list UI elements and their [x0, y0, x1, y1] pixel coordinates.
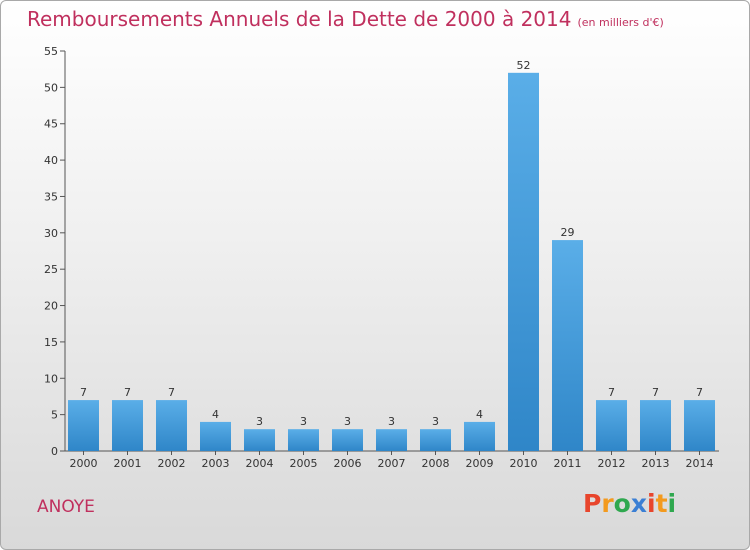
- data-label-2000: 7: [80, 386, 87, 399]
- data-label-2008: 3: [432, 415, 439, 428]
- chart-subtitle: (en milliers d'€): [577, 16, 664, 29]
- y-tick-label: 5: [51, 409, 58, 422]
- data-label-2007: 3: [388, 415, 395, 428]
- bar-2007: [376, 429, 407, 451]
- bar-2009: [464, 421, 495, 451]
- data-label-2003: 4: [212, 408, 219, 421]
- x-tick-label-2006: 2006: [334, 457, 362, 470]
- y-tick-label: 40: [44, 154, 58, 167]
- logo-letter: i: [667, 489, 677, 518]
- x-tick-label-2014: 2014: [686, 457, 714, 470]
- data-label-2010: 52: [517, 59, 531, 72]
- bar-2001: [112, 400, 143, 451]
- x-ticks: 2000 2001 2002 2003 2004 2005 2006 2007 2008 2009…: [70, 451, 714, 470]
- logo-letter: r: [601, 489, 614, 518]
- bars: 7 7 7 4 3 3 3 3 3 4 52 29 7 7 7: [68, 59, 715, 452]
- x-tick-label-2005: 2005: [290, 457, 318, 470]
- proxiti-logo: Proxiti: [583, 489, 676, 518]
- y-ticks: 0 5 10 15 20 25 30 35 40 45 50 55: [44, 45, 65, 458]
- y-tick-label: 45: [44, 118, 58, 131]
- data-label-2011: 29: [561, 226, 575, 239]
- x-tick-label-2013: 2013: [642, 457, 670, 470]
- x-tick-label-2001: 2001: [114, 457, 142, 470]
- data-label-2002: 7: [168, 386, 175, 399]
- bar-2010: [508, 72, 539, 452]
- bar-2005: [288, 429, 319, 451]
- logo-letter: i: [647, 489, 656, 518]
- data-label-2004: 3: [256, 415, 263, 428]
- logo-letter: o: [613, 489, 631, 518]
- bar-2012: [596, 400, 627, 451]
- data-label-2006: 3: [344, 415, 351, 428]
- data-label-2014: 7: [696, 386, 703, 399]
- x-tick-label-2010: 2010: [510, 457, 538, 470]
- data-label-2005: 3: [300, 415, 307, 428]
- x-tick-label-2003: 2003: [202, 457, 230, 470]
- x-tick-label-2012: 2012: [598, 457, 626, 470]
- bar-2008: [420, 429, 451, 451]
- chart-title-text: Remboursements Annuels de la Dette de 20…: [27, 7, 572, 31]
- x-tick-label-2008: 2008: [422, 457, 450, 470]
- logo-letter: t: [655, 489, 668, 518]
- y-tick-label: 20: [44, 300, 58, 313]
- y-tick-label: 25: [44, 263, 58, 276]
- y-tick-label: 55: [44, 45, 58, 58]
- commune-name: ANOYE: [37, 497, 95, 517]
- data-label-2013: 7: [652, 386, 659, 399]
- x-tick-label-2011: 2011: [554, 457, 582, 470]
- x-tick-label-2000: 2000: [70, 457, 98, 470]
- bar-2014: [684, 400, 715, 451]
- x-tick-label-2004: 2004: [246, 457, 274, 470]
- logo-letter: x: [630, 489, 647, 518]
- bar-2003: [200, 421, 231, 451]
- data-label-2012: 7: [608, 386, 615, 399]
- chart-title: Remboursements Annuels de la Dette de 20…: [27, 7, 664, 31]
- bar-2013: [640, 400, 671, 451]
- x-tick-label-2007: 2007: [378, 457, 406, 470]
- x-tick-label-2009: 2009: [466, 457, 494, 470]
- bar-2000: [68, 400, 99, 451]
- y-tick-label: 35: [44, 190, 58, 203]
- logo-letter: P: [583, 489, 602, 518]
- y-tick-label: 0: [51, 445, 58, 458]
- bar-2002: [156, 400, 187, 451]
- bar-2011: [552, 240, 583, 451]
- data-label-2001: 7: [124, 386, 131, 399]
- y-tick-label: 10: [44, 372, 58, 385]
- bar-2004: [244, 429, 275, 451]
- y-tick-label: 15: [44, 336, 58, 349]
- y-tick-label: 50: [44, 81, 58, 94]
- data-label-2009: 4: [476, 408, 483, 421]
- y-tick-label: 30: [44, 227, 58, 240]
- bar-2006: [332, 429, 363, 451]
- x-tick-label-2002: 2002: [158, 457, 186, 470]
